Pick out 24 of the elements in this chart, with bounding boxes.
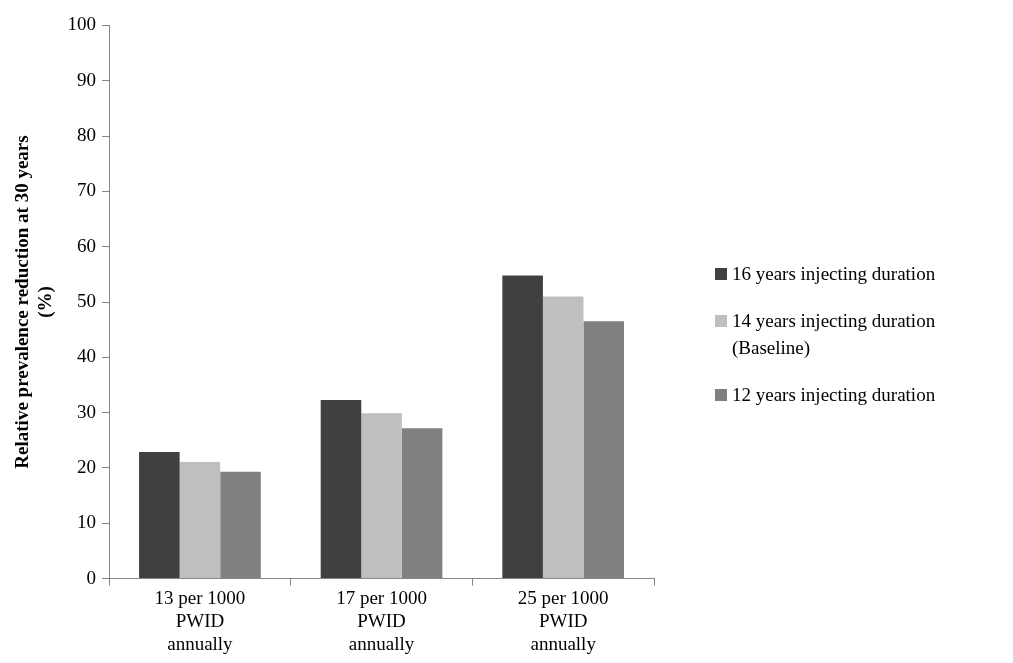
- bar: [542, 296, 584, 579]
- y-tick-label: 30: [77, 400, 97, 422]
- legend-label: 16 years injecting duration: [732, 262, 937, 286]
- y-axis-title: Relative prevalence reduction at 30 years (%): [11, 135, 57, 469]
- y-tick-label: 60: [77, 234, 97, 256]
- y-tick-label: 10: [77, 511, 97, 533]
- bar: [320, 399, 362, 579]
- y-tick-label: 40: [77, 345, 97, 367]
- bar: [361, 413, 402, 579]
- y-tick-label: 80: [77, 124, 97, 146]
- legend-label: 14 years injecting duration (Baseline): [732, 309, 937, 360]
- y-tick-label: 90: [77, 68, 97, 90]
- y-tick-label: 100: [67, 13, 97, 35]
- bar: [502, 275, 543, 579]
- bar: [139, 451, 180, 579]
- y-tick-label: 70: [77, 179, 97, 201]
- legend-label: 12 years injecting duration: [732, 383, 937, 407]
- y-tick-label: 50: [77, 289, 97, 311]
- y-tick-label: 20: [77, 455, 97, 477]
- x-tick-label: 17 per 1000 PWID annually: [336, 586, 427, 654]
- bar: [179, 461, 221, 579]
- y-tick-label: 0: [86, 566, 97, 588]
- x-tick-label: 13 per 1000 PWID annually: [154, 586, 246, 654]
- x-tick-label: 25 per 1000 PWID annually: [517, 586, 609, 654]
